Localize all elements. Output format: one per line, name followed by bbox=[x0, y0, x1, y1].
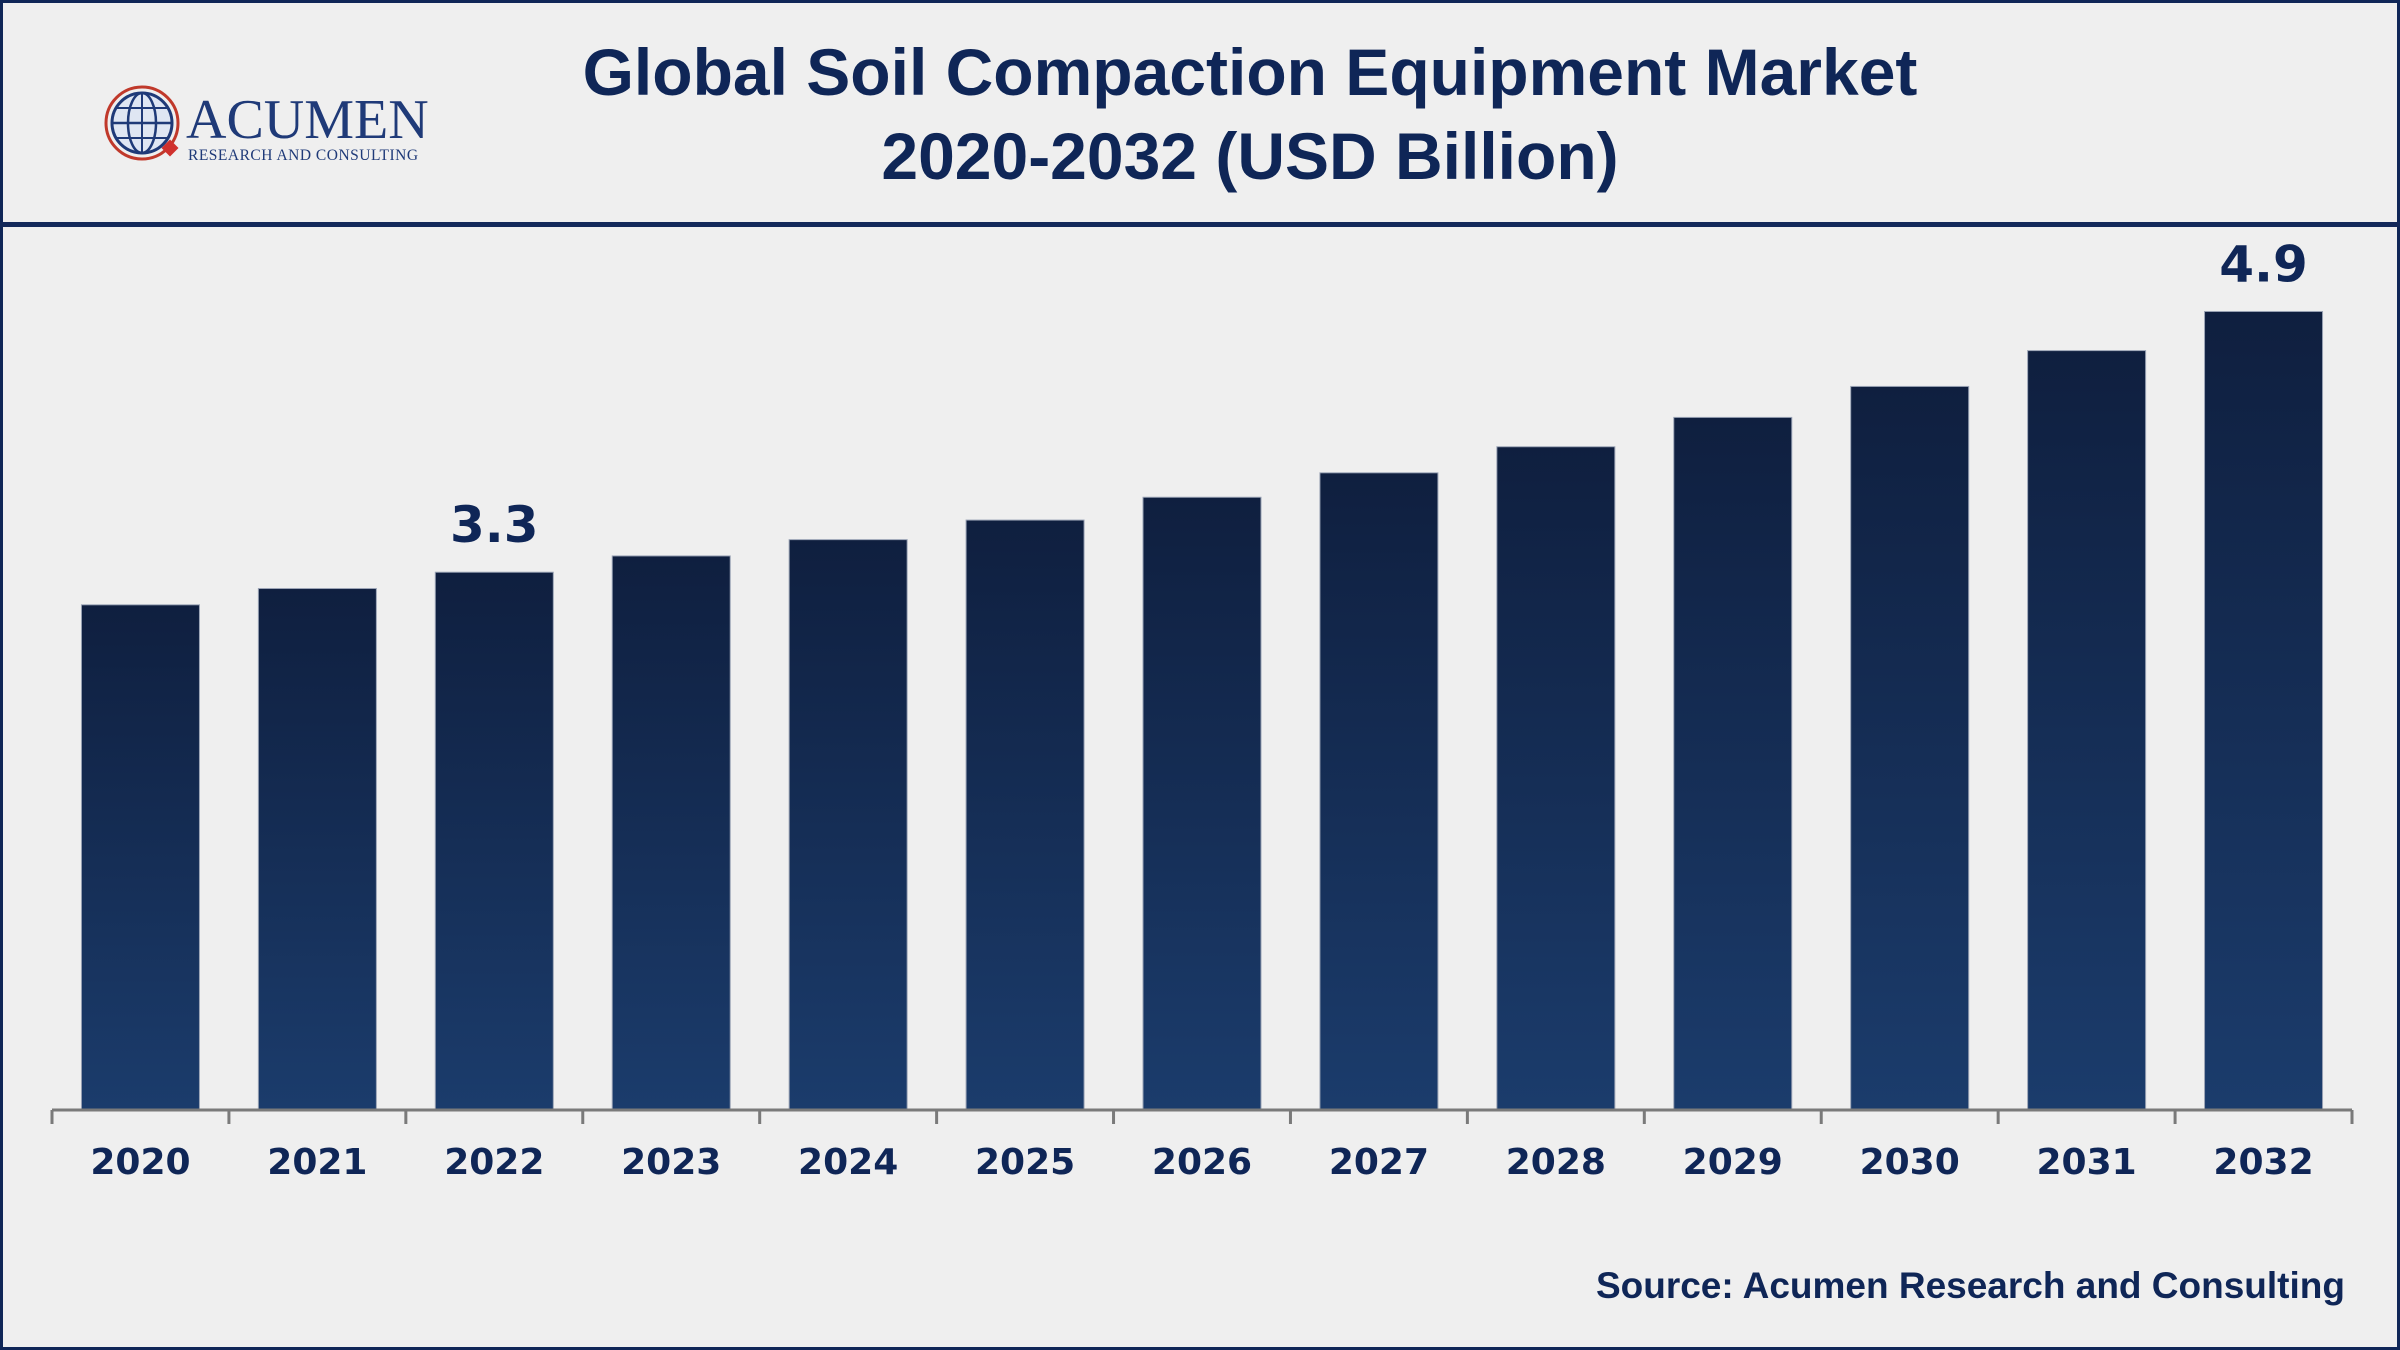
bar-2026 bbox=[1142, 496, 1262, 1111]
title-line-2: 2020-2032 (USD Billion) bbox=[881, 119, 1619, 193]
brand-name: ACUMEN bbox=[186, 89, 429, 151]
data-label-2022: 3.3 bbox=[450, 496, 539, 554]
header-divider bbox=[0, 222, 2400, 227]
bar-2024 bbox=[788, 539, 908, 1111]
x-tick-label-2021: 2021 bbox=[267, 1142, 367, 1183]
x-tick-label-2026: 2026 bbox=[1152, 1142, 1252, 1183]
bar-2031 bbox=[2027, 350, 2147, 1111]
x-tick-label-2020: 2020 bbox=[90, 1142, 190, 1183]
bar-2032 bbox=[2204, 310, 2324, 1111]
bar-2020 bbox=[80, 604, 200, 1111]
x-tick-label-2027: 2027 bbox=[1329, 1142, 1429, 1183]
x-tick-label-2025: 2025 bbox=[975, 1142, 1075, 1183]
bar-2023 bbox=[611, 555, 731, 1111]
x-tick-label-2024: 2024 bbox=[798, 1142, 898, 1183]
x-tick-label-2031: 2031 bbox=[2037, 1142, 2137, 1183]
bar-2025 bbox=[965, 519, 1085, 1111]
bar-2027 bbox=[1319, 472, 1439, 1111]
chart-title: Global Soil Compaction Equipment Market … bbox=[400, 30, 2100, 198]
x-tick-label-2032: 2032 bbox=[2213, 1142, 2313, 1183]
bar-2022 bbox=[434, 571, 554, 1111]
bar-2028 bbox=[1496, 446, 1616, 1111]
bar-chart: 2020 2021 2022 2023 2024 2025 2026 2027 2028 2029… bbox=[50, 235, 2354, 1183]
x-tick-label-2029: 2029 bbox=[1683, 1142, 1783, 1183]
x-tick-label-2030: 2030 bbox=[1860, 1142, 1960, 1183]
acumen-logo: ACUMEN RESEARCH AND CONSULTING bbox=[104, 85, 429, 164]
title-line-1: Global Soil Compaction Equipment Market bbox=[582, 35, 1918, 109]
globe-icon bbox=[104, 85, 180, 161]
x-tick-label-2022: 2022 bbox=[444, 1142, 544, 1183]
bar-2021 bbox=[257, 588, 377, 1111]
bar-2030 bbox=[1850, 385, 1970, 1111]
source-note: Source: Acumen Research and Consulting bbox=[1595, 1265, 2345, 1306]
bar-2029 bbox=[1673, 416, 1793, 1111]
x-tick-label-2028: 2028 bbox=[1506, 1142, 1606, 1183]
data-label-2032: 4.9 bbox=[2219, 235, 2308, 293]
brand-tagline: RESEARCH AND CONSULTING bbox=[188, 147, 419, 164]
x-tick-label-2023: 2023 bbox=[621, 1142, 721, 1183]
